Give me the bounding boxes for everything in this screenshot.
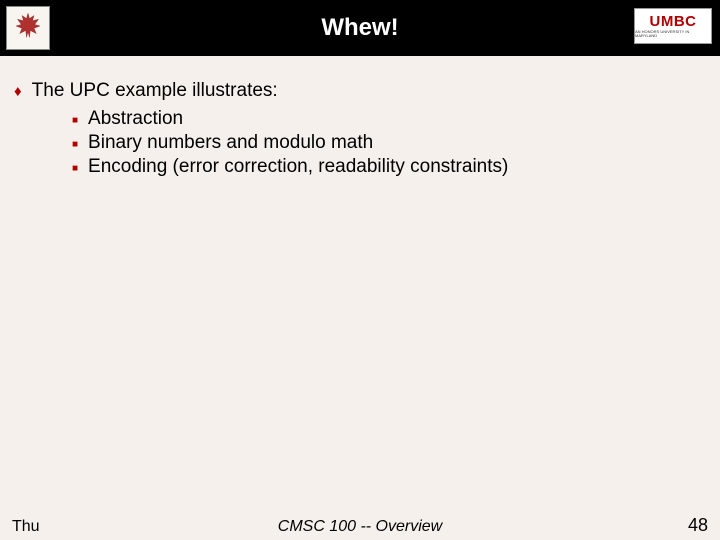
main-bullet-item: ♦ The UPC example illustrates: — [14, 80, 706, 102]
slide-header: Whew! UMBC AN HONORS UNIVERSITY IN MARYL… — [0, 0, 720, 56]
leaf-logo-box — [6, 6, 50, 50]
main-bullet-text: The UPC example illustrates: — [32, 80, 278, 102]
slide-content: ♦ The UPC example illustrates: ■ Abstrac… — [0, 56, 720, 178]
square-bullet-icon: ■ — [72, 115, 78, 126]
umbc-logo: UMBC AN HONORS UNIVERSITY IN MARYLAND — [634, 8, 712, 44]
sub-bullet-list: ■ Abstraction ■ Binary numbers and modul… — [14, 108, 706, 178]
square-bullet-icon: ■ — [72, 139, 78, 150]
sub-item-text: Encoding (error correction, readability … — [88, 156, 508, 178]
slide-number: 48 — [688, 515, 708, 536]
logo-text-main: UMBC — [650, 14, 697, 29]
footer-course-title: CMSC 100 -- Overview — [278, 518, 442, 536]
maple-leaf-icon — [13, 11, 43, 46]
sub-item-text: Abstraction — [88, 108, 183, 130]
list-item: ■ Binary numbers and modulo math — [72, 132, 706, 154]
slide-footer: Thu CMSC 100 -- Overview 48 — [0, 515, 720, 536]
slide-title: Whew! — [321, 14, 398, 42]
square-bullet-icon: ■ — [72, 163, 78, 174]
sub-item-text: Binary numbers and modulo math — [88, 132, 373, 154]
logo-text-sub: AN HONORS UNIVERSITY IN MARYLAND — [635, 30, 711, 38]
list-item: ■ Encoding (error correction, readabilit… — [72, 156, 706, 178]
list-item: ■ Abstraction — [72, 108, 706, 130]
footer-date: Thu — [12, 518, 40, 536]
diamond-bullet-icon: ♦ — [14, 83, 22, 100]
